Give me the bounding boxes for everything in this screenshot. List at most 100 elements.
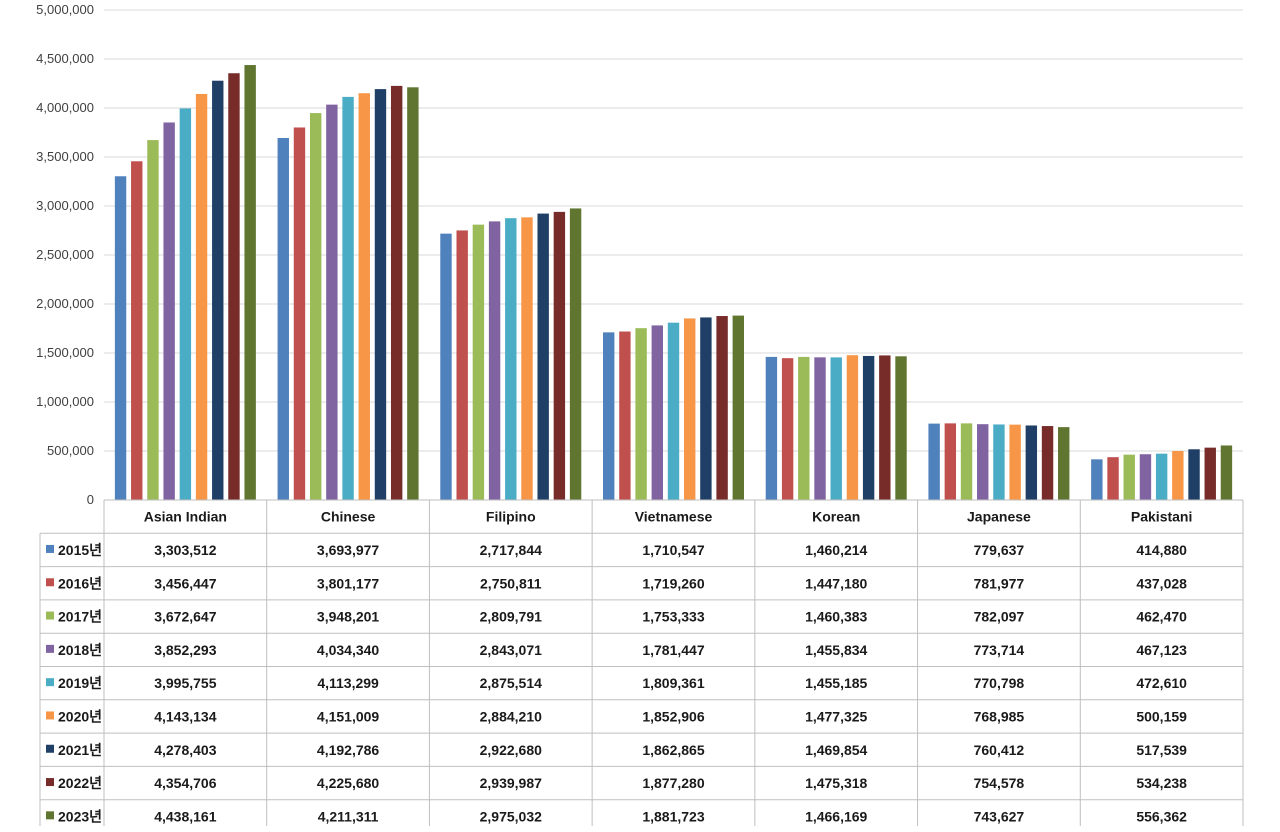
category-label: Asian Indian bbox=[144, 509, 227, 525]
bar bbox=[619, 331, 631, 500]
legend-key bbox=[46, 744, 54, 753]
bar bbox=[521, 217, 533, 501]
table-cell-value: 467,123 bbox=[1136, 642, 1187, 658]
table-cell-value: 1,852,906 bbox=[642, 708, 704, 724]
bar bbox=[700, 317, 712, 500]
y-tick-label: 500,000 bbox=[47, 443, 94, 458]
bar bbox=[603, 332, 615, 500]
table-cell-value: 414,880 bbox=[1136, 542, 1187, 558]
bar bbox=[163, 122, 175, 501]
bar bbox=[1172, 450, 1184, 500]
bar bbox=[928, 423, 940, 500]
bar bbox=[862, 355, 875, 500]
table-cell-value: 1,809,361 bbox=[642, 675, 704, 691]
table-cell-value: 4,278,403 bbox=[154, 742, 216, 758]
legend-label: 2022년 bbox=[58, 775, 102, 791]
bar bbox=[505, 218, 517, 500]
y-tick-label: 4,500,000 bbox=[36, 51, 94, 66]
table-cell-value: 500,159 bbox=[1136, 708, 1187, 724]
table-cell-value: 3,995,755 bbox=[154, 675, 216, 691]
table-cell-value: 1,460,214 bbox=[805, 542, 867, 558]
y-tick-label: 5,000,000 bbox=[36, 2, 94, 17]
table-cell-value: 760,412 bbox=[974, 742, 1025, 758]
table-cell-value: 462,470 bbox=[1136, 609, 1187, 625]
y-tick-label: 3,000,000 bbox=[36, 198, 94, 213]
table-cell-value: 1,719,260 bbox=[642, 575, 704, 591]
bar bbox=[390, 85, 403, 500]
bar bbox=[277, 137, 289, 501]
bar bbox=[1139, 454, 1152, 500]
bar bbox=[212, 80, 224, 501]
table-cell-value: 2,939,987 bbox=[480, 775, 542, 791]
bar bbox=[879, 355, 891, 500]
table-cell-value: 3,693,977 bbox=[317, 542, 379, 558]
bar bbox=[309, 113, 322, 501]
table-cell-value: 1,877,280 bbox=[642, 775, 704, 791]
bar bbox=[977, 424, 989, 500]
table-cell-value: 4,211,311 bbox=[318, 808, 379, 824]
table-cell-value: 1,477,325 bbox=[805, 708, 867, 724]
legend-label: 2015년 bbox=[58, 542, 102, 558]
bar bbox=[830, 357, 842, 500]
category-label: Japanese bbox=[967, 509, 1031, 525]
table-cell-value: 754,578 bbox=[974, 775, 1025, 791]
y-tick-label: 0 bbox=[87, 492, 94, 507]
bar bbox=[651, 325, 663, 500]
bar bbox=[326, 104, 338, 501]
bar bbox=[440, 233, 452, 500]
table-cell-value: 1,447,180 bbox=[805, 575, 867, 591]
bar bbox=[716, 316, 728, 500]
table-cell-value: 768,985 bbox=[974, 708, 1025, 724]
table-cell-value: 4,113,299 bbox=[317, 675, 379, 691]
bar bbox=[374, 89, 387, 501]
bar bbox=[407, 87, 419, 501]
table-cell-value: 472,610 bbox=[1136, 675, 1187, 691]
legend-label: 2020년 bbox=[58, 708, 102, 724]
legend-key bbox=[46, 578, 54, 587]
legend-key bbox=[46, 778, 54, 787]
legend-label: 2017년 bbox=[58, 609, 102, 625]
bar bbox=[147, 140, 159, 500]
bar bbox=[228, 73, 240, 500]
y-tick-label: 1,500,000 bbox=[36, 345, 94, 360]
table-cell-value: 1,881,723 bbox=[642, 808, 704, 824]
table-cell-value: 4,354,706 bbox=[154, 775, 216, 791]
table-cell-value: 3,948,201 bbox=[317, 609, 379, 625]
bar bbox=[179, 108, 192, 500]
table-cell-value: 3,456,447 bbox=[154, 575, 216, 591]
bar bbox=[732, 315, 744, 500]
table-cell-value: 1,460,383 bbox=[805, 609, 867, 625]
table-cell-value: 4,151,009 bbox=[317, 708, 379, 724]
bar bbox=[553, 211, 566, 500]
table-cell-value: 743,627 bbox=[974, 808, 1025, 824]
bar bbox=[765, 356, 778, 500]
table-cell-value: 3,852,293 bbox=[154, 642, 216, 658]
table-cell-value: 4,225,680 bbox=[317, 775, 379, 791]
table-cell-value: 517,539 bbox=[1136, 742, 1187, 758]
table-cell-value: 2,809,791 bbox=[480, 609, 542, 625]
legend-key bbox=[46, 544, 54, 553]
bar bbox=[1204, 447, 1216, 500]
table-cell-value: 2,843,071 bbox=[480, 642, 542, 658]
bar bbox=[1220, 445, 1233, 500]
bar bbox=[456, 230, 468, 500]
bar bbox=[1025, 425, 1038, 500]
bar bbox=[895, 356, 907, 500]
bar bbox=[944, 423, 957, 500]
table-cell-value: 4,192,786 bbox=[317, 742, 379, 758]
bar bbox=[293, 127, 306, 501]
bar bbox=[114, 176, 127, 500]
table-cell-value: 2,750,811 bbox=[480, 575, 542, 591]
table-cell-value: 2,875,514 bbox=[480, 675, 542, 691]
table-cell-value: 1,781,447 bbox=[642, 642, 704, 658]
bar bbox=[846, 355, 859, 500]
bar bbox=[195, 93, 208, 500]
bar bbox=[244, 65, 256, 501]
bar bbox=[1155, 453, 1168, 500]
table-cell-value: 773,714 bbox=[974, 642, 1025, 658]
table-cell-value: 1,862,865 bbox=[642, 742, 704, 758]
y-tick-label: 4,000,000 bbox=[36, 100, 94, 115]
table-cell-value: 779,637 bbox=[974, 542, 1025, 558]
bar bbox=[488, 221, 501, 501]
